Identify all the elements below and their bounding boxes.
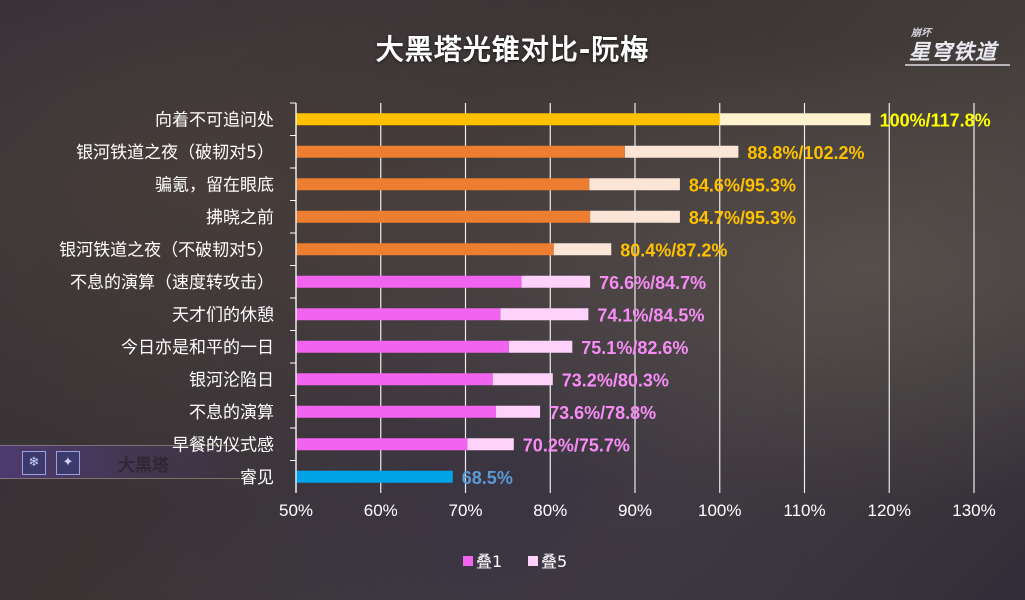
bar-stack5 (719, 113, 871, 126)
bar-stack1 (296, 275, 522, 288)
data-label: 73.2%/80.3% (562, 370, 669, 390)
category-label: 银河沦陷日 (189, 370, 274, 390)
logo-big-text: 星穹铁道 (909, 40, 997, 64)
category-label: 银河铁道之夜（破韧对5） (76, 143, 274, 163)
data-label: 88.8%/102.2% (747, 143, 864, 163)
category-label: 睿见 (240, 468, 274, 488)
data-label: 70.2%/75.7% (523, 435, 630, 455)
x-tick-label: 90% (618, 501, 652, 520)
bar-stack1 (296, 145, 625, 158)
x-tick-label: 80% (533, 501, 567, 520)
logo-small-text: 崩坏 (911, 28, 931, 39)
bar-stack1 (296, 210, 591, 223)
category-label: 银河铁道之夜（不破韧对5） (59, 240, 274, 260)
chart-title: 大黑塔光锥对比-阮梅 (375, 33, 650, 66)
bar-stack5 (589, 178, 680, 191)
bar-stack5 (624, 145, 739, 158)
logo-underline (905, 64, 1010, 66)
bar-stack1 (296, 373, 493, 386)
bar-stack5 (521, 275, 591, 288)
category-label: 向着不可追问处 (155, 110, 274, 130)
bar-stack1 (296, 438, 468, 451)
data-label: 68.5% (462, 468, 513, 488)
data-label: 75.1%/82.6% (581, 338, 688, 358)
legend-swatch (463, 556, 473, 566)
category-label: 骗氪，留在眼底 (155, 175, 274, 195)
data-label: 100%/117.8% (880, 110, 991, 130)
bar-stack1 (296, 113, 720, 126)
game-logo: 崩坏 星穹铁道 (905, 24, 1010, 70)
x-tick-label: 120% (868, 501, 911, 520)
x-tick-label: 110% (783, 501, 825, 520)
data-label: 80.4%/87.2% (620, 240, 727, 260)
category-label: 早餐的仪式感 (172, 435, 274, 455)
bar-stack1 (296, 405, 497, 418)
x-tick-label: 50% (279, 501, 313, 520)
bar-stack5 (590, 210, 680, 223)
data-label: 76.6%/84.7% (599, 273, 706, 293)
bar-stack1 (296, 340, 509, 353)
bar-stack5 (467, 438, 514, 451)
category-label: 天才们的休憩 (172, 305, 274, 325)
bar-stack1 (296, 178, 590, 191)
bar-stack5 (500, 308, 589, 321)
bar-stack5 (492, 373, 553, 386)
legend-swatch (528, 556, 538, 566)
bar-stack1 (296, 308, 501, 321)
character-name: 大黑塔 (118, 456, 169, 476)
element-icon: ❄ (22, 451, 46, 475)
bar-stack1 (296, 243, 554, 256)
data-label: 84.6%/95.3% (689, 175, 796, 195)
data-label: 84.7%/95.3% (689, 208, 796, 228)
data-label: 74.1%/84.5% (597, 305, 704, 325)
x-tick-label: 70% (448, 501, 482, 520)
legend-label: 叠5 (541, 552, 567, 571)
x-tick-label: 130% (952, 501, 995, 520)
path-icon: ✦ (56, 451, 80, 475)
bar-stack5 (496, 405, 541, 418)
bar-stack5 (508, 340, 573, 353)
character-panel: ❄ ✦ 大黑塔 (0, 445, 240, 479)
bar-stack1 (296, 470, 453, 483)
category-label: 不息的演算 (189, 403, 274, 423)
x-tick-label: 60% (364, 501, 398, 520)
bar-stack5 (553, 243, 612, 256)
category-label: 拂晓之前 (206, 208, 274, 228)
data-label: 73.6%/78.8% (549, 403, 656, 423)
legend-label: 叠1 (476, 552, 502, 571)
x-tick-label: 100% (698, 501, 741, 520)
category-label: 不息的演算（速度转攻击） (70, 273, 274, 293)
category-label: 今日亦是和平的一日 (121, 338, 274, 358)
